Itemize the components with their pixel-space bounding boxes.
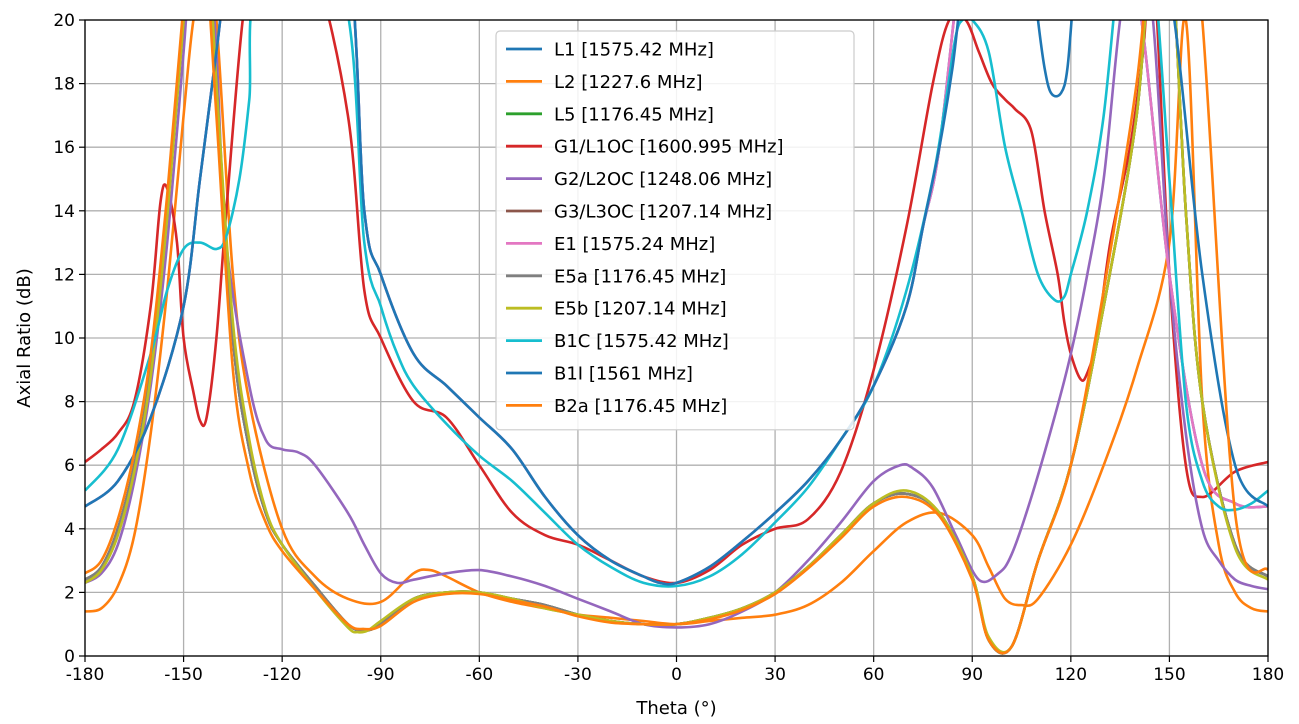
legend-entry: E5a [1176.45 MHz] <box>554 266 726 287</box>
y-tick-label: 16 <box>53 138 75 158</box>
legend-entry: L2 [1227.6 MHz] <box>554 72 702 93</box>
legend-entry: E5b [1207.14 MHz] <box>554 299 727 320</box>
y-tick-label: 8 <box>64 393 75 413</box>
legend-entry: B1C [1575.42 MHz] <box>554 331 729 352</box>
x-tick-label: -180 <box>66 665 105 685</box>
legend-entry: G2/L2OC [1248.06 MHz] <box>554 169 772 190</box>
legend-entry: L5 [1176.45 MHz] <box>554 104 714 125</box>
legend-entry: L1 [1575.42 MHz] <box>554 40 714 61</box>
legend-entry: B2a [1176.45 MHz] <box>554 396 727 417</box>
x-tick-label: -120 <box>263 665 302 685</box>
series-lines <box>85 20 1268 655</box>
y-tick-label: 10 <box>53 329 75 349</box>
y-tick-label: 12 <box>53 265 75 285</box>
legend-entry: E1 [1575.24 MHz] <box>554 234 715 255</box>
axis-ticks: -180 -150 -120 -90 -60 -30 0 30 60 90 120 150 180 0 2 4… <box>53 11 1284 685</box>
y-tick-label: 18 <box>53 75 75 95</box>
y-tick-label: 20 <box>53 11 75 31</box>
x-tick-label: 180 <box>1252 665 1284 685</box>
legend-entry: G3/L3OC [1207.14 MHz] <box>554 202 772 223</box>
y-tick-label: 14 <box>53 202 75 222</box>
series-line <box>85 20 1268 626</box>
x-tick-label: -60 <box>465 665 493 685</box>
x-tick-label: -30 <box>564 665 592 685</box>
y-tick-label: 2 <box>64 583 75 603</box>
x-tick-label: 30 <box>764 665 786 685</box>
series-line <box>85 20 1268 655</box>
y-tick-label: 4 <box>64 520 75 540</box>
y-tick-label: 0 <box>64 647 75 667</box>
x-tick-label: 120 <box>1055 665 1087 685</box>
x-tick-label: 90 <box>961 665 983 685</box>
series-line <box>85 20 1268 629</box>
x-tick-label: 150 <box>1153 665 1185 685</box>
legend-entry: B1I [1561 MHz] <box>554 364 693 385</box>
x-tick-label: -90 <box>367 665 395 685</box>
x-axis-label: Theta (°) <box>635 698 716 719</box>
x-tick-label: 60 <box>863 665 885 685</box>
x-tick-label: 0 <box>671 665 682 685</box>
legend-entry: G1/L1OC [1600.995 MHz] <box>554 137 784 158</box>
x-tick-label: -150 <box>164 665 203 685</box>
legend-box <box>495 30 855 431</box>
series-line <box>85 20 1268 586</box>
y-axis-label: Axial Ratio (dB) <box>14 268 35 407</box>
legend: L1 [1575.42 MHz] L2 [1227.6 MHz] L5 [1176.… <box>495 30 855 431</box>
y-tick-label: 6 <box>64 456 75 476</box>
series-line <box>85 20 1268 654</box>
